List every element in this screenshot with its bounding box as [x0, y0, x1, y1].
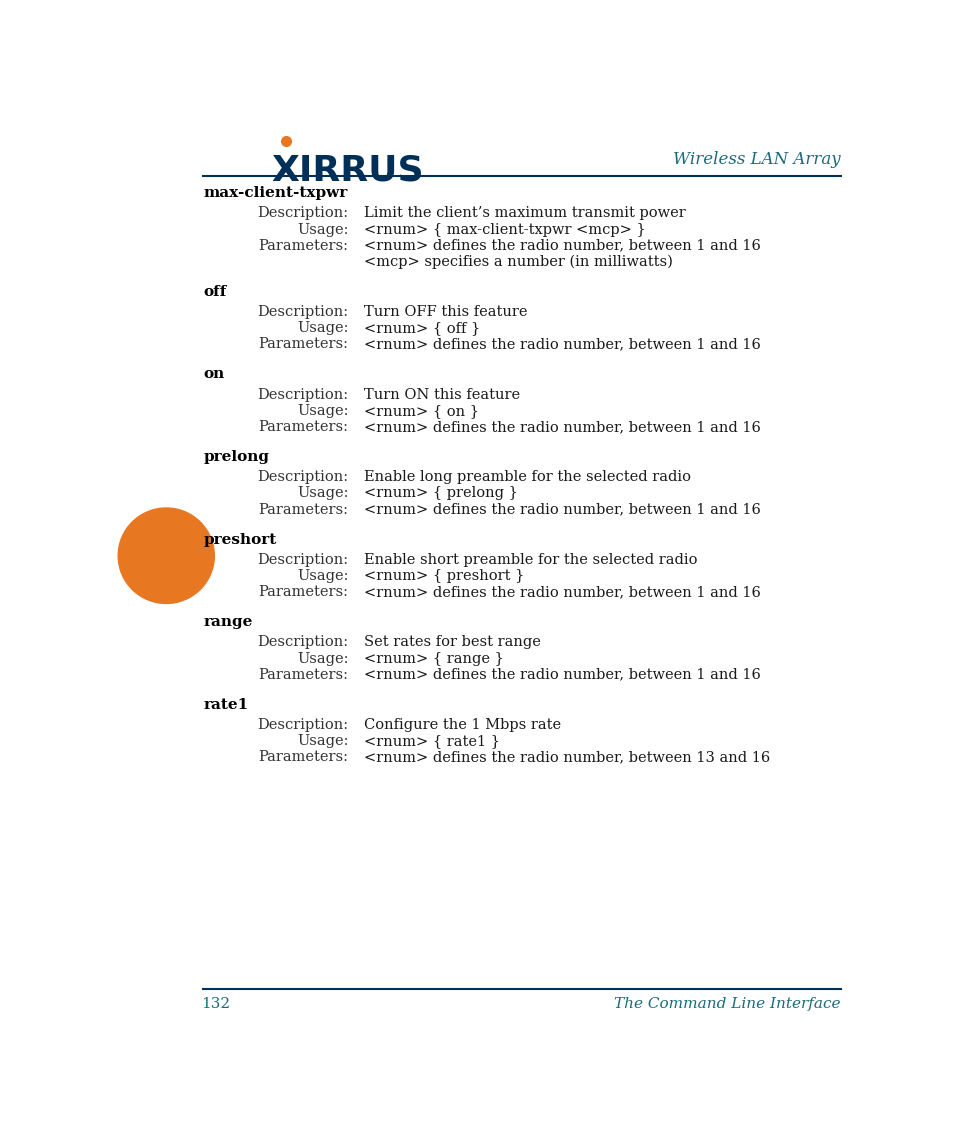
Text: Turn ON this feature: Turn ON this feature — [364, 388, 520, 401]
Text: range: range — [203, 616, 253, 629]
Text: Enable short preamble for the selected radio: Enable short preamble for the selected r… — [364, 553, 697, 567]
Text: XIRRUS: XIRRUS — [271, 153, 423, 187]
Text: The Command Line Interface: The Command Line Interface — [614, 997, 840, 1010]
Text: Parameters:: Parameters: — [259, 238, 349, 253]
Text: rate1: rate1 — [203, 697, 249, 712]
Text: <rnum> { max-client-txpwr <mcp> }: <rnum> { max-client-txpwr <mcp> } — [364, 222, 646, 237]
Text: Limit the client’s maximum transmit power: Limit the client’s maximum transmit powe… — [364, 206, 686, 220]
Text: <rnum> { off }: <rnum> { off } — [364, 321, 480, 336]
Text: prelong: prelong — [203, 450, 269, 464]
Text: <rnum> defines the radio number, between 1 and 16: <rnum> defines the radio number, between… — [364, 420, 761, 434]
Text: <mcp> specifies a number (in milliwatts): <mcp> specifies a number (in milliwatts) — [364, 255, 673, 269]
Text: 132: 132 — [201, 997, 230, 1010]
Text: <rnum> { prelong }: <rnum> { prelong } — [364, 486, 517, 500]
Text: <rnum> defines the radio number, between 1 and 16: <rnum> defines the radio number, between… — [364, 238, 761, 253]
Text: max-client-txpwr: max-client-txpwr — [203, 186, 348, 200]
Text: Usage:: Usage: — [297, 734, 349, 748]
Text: <rnum> defines the radio number, between 13 and 16: <rnum> defines the radio number, between… — [364, 751, 770, 764]
Text: <rnum> { range }: <rnum> { range } — [364, 652, 504, 666]
Text: Description:: Description: — [258, 206, 349, 220]
Text: Description:: Description: — [258, 388, 349, 401]
Text: <rnum> { rate1 }: <rnum> { rate1 } — [364, 734, 500, 748]
Text: Description:: Description: — [258, 718, 349, 733]
Text: off: off — [203, 285, 227, 299]
Text: <rnum> defines the radio number, between 1 and 16: <rnum> defines the radio number, between… — [364, 585, 761, 599]
Text: <rnum> { on }: <rnum> { on } — [364, 404, 479, 417]
Text: Parameters:: Parameters: — [259, 668, 349, 682]
Text: Parameters:: Parameters: — [259, 338, 349, 352]
Text: Usage:: Usage: — [297, 404, 349, 417]
Text: Configure the 1 Mbps rate: Configure the 1 Mbps rate — [364, 718, 561, 733]
Circle shape — [118, 508, 215, 603]
Text: Usage:: Usage: — [297, 321, 349, 336]
Text: <rnum> defines the radio number, between 1 and 16: <rnum> defines the radio number, between… — [364, 502, 761, 517]
Text: Description:: Description: — [258, 305, 349, 319]
Text: Usage:: Usage: — [297, 486, 349, 500]
Text: Set rates for best range: Set rates for best range — [364, 635, 540, 650]
Text: Parameters:: Parameters: — [259, 585, 349, 599]
Text: Description:: Description: — [258, 471, 349, 484]
Text: <rnum> { preshort }: <rnum> { preshort } — [364, 569, 524, 583]
Text: Usage:: Usage: — [297, 569, 349, 583]
Text: Turn OFF this feature: Turn OFF this feature — [364, 305, 527, 319]
Text: preshort: preshort — [203, 533, 277, 547]
Text: Parameters:: Parameters: — [259, 502, 349, 517]
Text: Wireless LAN Array: Wireless LAN Array — [673, 152, 840, 169]
Text: Usage:: Usage: — [297, 222, 349, 237]
Text: Description:: Description: — [258, 553, 349, 567]
Text: Parameters:: Parameters: — [259, 420, 349, 434]
Text: Parameters:: Parameters: — [259, 751, 349, 764]
Text: <rnum> defines the radio number, between 1 and 16: <rnum> defines the radio number, between… — [364, 668, 761, 682]
Text: Description:: Description: — [258, 635, 349, 650]
Text: on: on — [203, 367, 225, 381]
Text: <rnum> defines the radio number, between 1 and 16: <rnum> defines the radio number, between… — [364, 338, 761, 352]
Text: Usage:: Usage: — [297, 652, 349, 666]
Text: Enable long preamble for the selected radio: Enable long preamble for the selected ra… — [364, 471, 691, 484]
